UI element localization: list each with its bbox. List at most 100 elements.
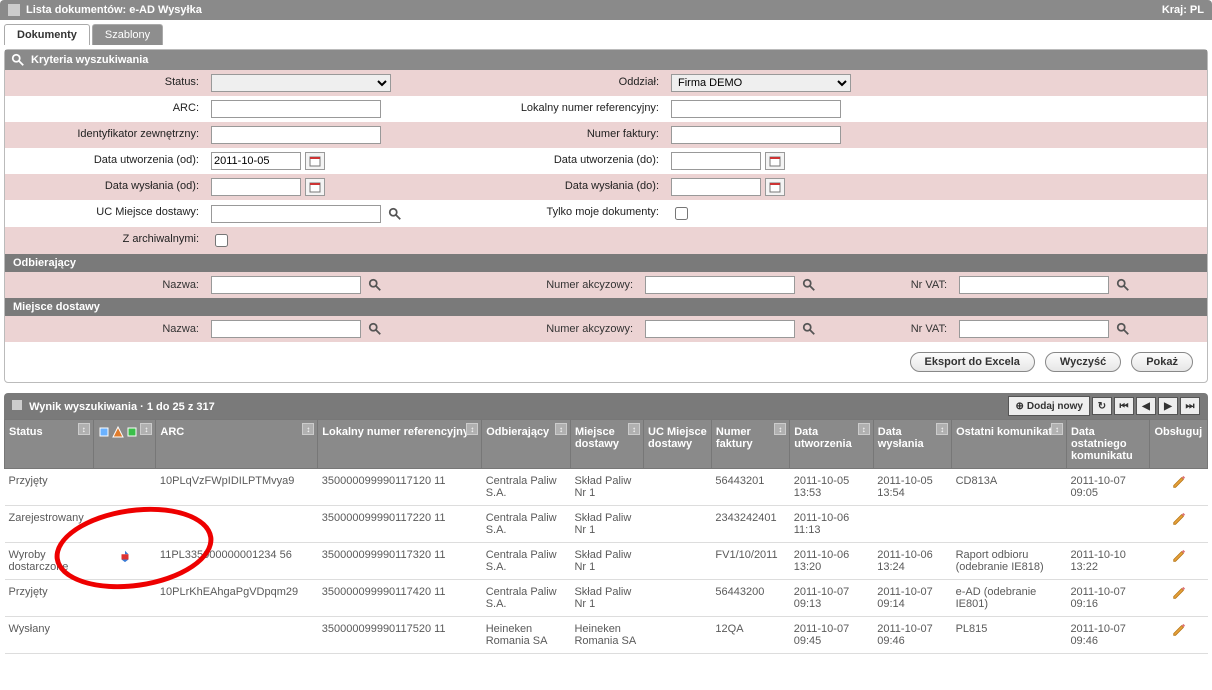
- label-data-wys-od: Data wysłania (od):: [5, 174, 207, 200]
- tab-documents[interactable]: Dokumenty: [4, 24, 90, 45]
- cell-status: Zarejestrowany: [5, 506, 94, 543]
- cell-data-utw: 2011-10-05 13:53: [790, 469, 874, 506]
- cell-data-utw: 2011-10-06 11:13: [790, 506, 874, 543]
- cell-uc: [644, 543, 712, 580]
- lookup-icon[interactable]: [799, 276, 819, 294]
- calendar-icon[interactable]: [305, 152, 325, 170]
- input-odb-vat[interactable]: [959, 276, 1109, 294]
- cell-data-utw: 2011-10-06 13:20: [790, 543, 874, 580]
- cell-obsluguj: [1150, 506, 1208, 543]
- results-icon: [12, 400, 22, 410]
- clear-button[interactable]: Wyczyść: [1045, 352, 1121, 372]
- label-uc-miejsce: UC Miejsce dostawy:: [5, 200, 207, 227]
- nav-prev-button[interactable]: ◀: [1136, 397, 1156, 415]
- th-data-ost[interactable]: Data ostatniego komunikatu: [1066, 420, 1150, 469]
- lookup-icon[interactable]: [1113, 276, 1133, 294]
- subheader-odbierajacy: Odbierający: [5, 254, 1207, 272]
- calendar-icon[interactable]: [765, 152, 785, 170]
- show-button[interactable]: Pokaż: [1131, 352, 1193, 372]
- cell-status: Wysłany: [5, 617, 94, 654]
- nav-first-button[interactable]: ⏮: [1114, 397, 1134, 415]
- th-lokalny[interactable]: Lokalny numer referencyjny↕: [318, 420, 482, 469]
- tab-templates[interactable]: Szablony: [92, 24, 163, 45]
- table-row[interactable]: Wyroby dostarczone11PL335000000001234 56…: [5, 543, 1208, 580]
- label-mie-akcyzowy: Numer akcyzowy:: [389, 317, 641, 341]
- cell-data-ost: 2011-10-07 09:16: [1066, 580, 1150, 617]
- checkbox-tylko-moje[interactable]: [675, 207, 688, 220]
- cell-arc: 11PL335000000001234 56: [156, 543, 318, 580]
- cell-odbierajacy: Centrala Paliw S.A.: [482, 580, 571, 617]
- cell-faktura: FV1/10/2011: [711, 543, 789, 580]
- cell-data-ost: [1066, 506, 1150, 543]
- input-mie-nazwa[interactable]: [211, 320, 361, 338]
- input-data-wys-od[interactable]: [211, 178, 301, 196]
- add-new-button[interactable]: ⊕ Dodaj nowy: [1008, 396, 1090, 416]
- input-mie-akcyzowy[interactable]: [645, 320, 795, 338]
- label-tylko-moje: Tylko moje dokumenty:: [495, 200, 667, 227]
- th-status[interactable]: Status↕: [5, 420, 94, 469]
- th-arc[interactable]: ARC↕: [156, 420, 318, 469]
- label-z-archiwalnymi: Z archiwalnymi:: [5, 227, 207, 254]
- lookup-icon[interactable]: [365, 320, 385, 338]
- cell-odbierajacy: Centrala Paliw S.A.: [482, 469, 571, 506]
- cell-ostatni: e-AD (odebranie IE801): [952, 580, 1067, 617]
- subheader-miejsce: Miejsce dostawy: [5, 298, 1207, 316]
- table-row[interactable]: Wysłany350000099990117520 11Heineken Rom…: [5, 617, 1208, 654]
- input-data-utw-od[interactable]: [211, 152, 301, 170]
- label-numer-faktury: Numer faktury:: [495, 122, 667, 148]
- th-data-wys[interactable]: Data wysłania↕: [873, 420, 951, 469]
- cell-data-wys: [873, 506, 951, 543]
- table-row[interactable]: Przyjęty10PLrKhEAhgaPgVDpqm2935000009999…: [5, 580, 1208, 617]
- input-lokalny[interactable]: [671, 100, 841, 118]
- cell-lokalny: 350000099990117120 11: [318, 469, 482, 506]
- checkbox-z-archiwalnymi[interactable]: [215, 234, 228, 247]
- input-odb-nazwa[interactable]: [211, 276, 361, 294]
- th-ostatni[interactable]: Ostatni komunikat↕: [952, 420, 1067, 469]
- label-odb-vat: Nr VAT:: [823, 273, 955, 297]
- th-obsluguj: Obsługuj: [1150, 420, 1208, 469]
- th-odbierajacy[interactable]: Odbierający↕: [482, 420, 571, 469]
- button-bar: Eksport do Excela Wyczyść Pokaż: [5, 342, 1207, 382]
- input-arc[interactable]: [211, 100, 381, 118]
- nav-last-button[interactable]: ⏭: [1180, 397, 1200, 415]
- input-data-utw-do[interactable]: [671, 152, 761, 170]
- input-mie-vat[interactable]: [959, 320, 1109, 338]
- input-numer-faktury[interactable]: [671, 126, 841, 144]
- cell-icon: [93, 469, 156, 506]
- th-faktura[interactable]: Numer faktury↕: [711, 420, 789, 469]
- cell-lokalny: 350000099990117420 11: [318, 580, 482, 617]
- select-status[interactable]: [211, 74, 391, 92]
- input-uc-miejsce[interactable]: [211, 205, 381, 223]
- tabs-bar: Dokumenty Szablony: [0, 20, 1212, 45]
- calendar-icon[interactable]: [765, 178, 785, 196]
- edit-icon[interactable]: [1172, 512, 1186, 529]
- th-icons[interactable]: ↕: [93, 420, 156, 469]
- cell-data-wys: 2011-10-07 09:14: [873, 580, 951, 617]
- input-odb-akcyzowy[interactable]: [645, 276, 795, 294]
- nav-next-button[interactable]: ▶: [1158, 397, 1178, 415]
- cell-obsluguj: [1150, 617, 1208, 654]
- results-table: Status↕ ↕ ARC↕ Lokalny numer referencyjn…: [4, 419, 1208, 654]
- export-excel-button[interactable]: Eksport do Excela: [910, 352, 1035, 372]
- table-row[interactable]: Zarejestrowany350000099990117220 11Centr…: [5, 506, 1208, 543]
- lookup-icon[interactable]: [799, 320, 819, 338]
- edit-icon[interactable]: [1172, 475, 1186, 492]
- table-row[interactable]: Przyjęty10PLqVzFWpIDILPTMvya935000009999…: [5, 469, 1208, 506]
- calendar-icon[interactable]: [305, 178, 325, 196]
- input-ident-zew[interactable]: [211, 126, 381, 144]
- select-oddzial[interactable]: Firma DEMO: [671, 74, 851, 92]
- lookup-icon[interactable]: [1113, 320, 1133, 338]
- th-miejsce[interactable]: Miejsce dostawy↕: [570, 420, 643, 469]
- edit-icon[interactable]: [1172, 549, 1186, 566]
- cell-uc: [644, 580, 712, 617]
- edit-icon[interactable]: [1172, 623, 1186, 640]
- lookup-icon[interactable]: [365, 276, 385, 294]
- results-range: 1 do 25 z 317: [147, 401, 215, 413]
- input-data-wys-do[interactable]: [671, 178, 761, 196]
- nav-refresh-button[interactable]: ↻: [1092, 397, 1112, 415]
- th-data-utw[interactable]: Data utworzenia↕: [790, 420, 874, 469]
- edit-icon[interactable]: [1172, 586, 1186, 603]
- lookup-icon[interactable]: [385, 205, 405, 223]
- th-uc[interactable]: UC Miejsce dostawy: [644, 420, 712, 469]
- cell-faktura: 56443200: [711, 580, 789, 617]
